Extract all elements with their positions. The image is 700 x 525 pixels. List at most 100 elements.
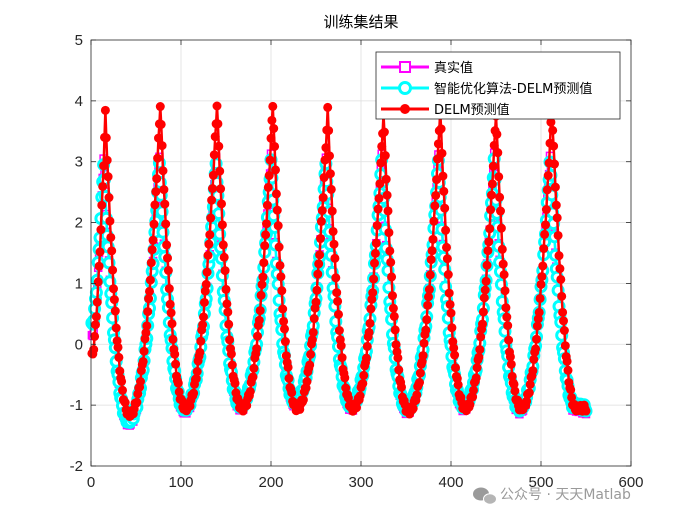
data-point: [189, 388, 199, 398]
data-point: [358, 379, 368, 389]
data-point: [541, 220, 550, 230]
data-point: [106, 232, 116, 242]
data-point: [278, 304, 288, 314]
data-point: [424, 292, 433, 302]
data-point: [204, 239, 214, 249]
data-point: [202, 267, 212, 277]
data-point: [476, 332, 486, 342]
data-point: [483, 246, 493, 256]
data-point: [259, 258, 269, 268]
data-point: [315, 250, 325, 260]
data-point: [165, 299, 175, 309]
data-point: [558, 307, 568, 317]
data-point: [500, 286, 510, 296]
data-point: [524, 388, 534, 398]
y-tick-label: 1: [75, 275, 83, 292]
data-point: [362, 341, 372, 351]
data-point: [532, 334, 541, 344]
data-point: [260, 241, 270, 251]
data-point: [497, 244, 507, 254]
data-point: [163, 253, 172, 263]
data-point: [171, 359, 181, 369]
data-point: [272, 205, 282, 215]
data-point: [390, 325, 400, 335]
data-point: [548, 125, 558, 135]
data-point: [230, 378, 240, 388]
data-point: [489, 140, 499, 150]
data-point: [215, 166, 225, 176]
data-point: [104, 193, 114, 203]
data-point: [224, 319, 234, 329]
wechat-icon: [473, 487, 497, 505]
data-point: [393, 353, 403, 363]
data-point: [267, 115, 277, 125]
data-point: [117, 376, 127, 386]
data-point: [415, 368, 425, 378]
data-point: [365, 318, 375, 328]
data-point: [373, 204, 383, 214]
data-point: [111, 323, 121, 333]
data-point: [94, 261, 104, 271]
data-point: [481, 276, 491, 286]
data-point: [314, 259, 324, 269]
data-point: [388, 303, 398, 313]
data-point: [423, 300, 433, 310]
data-point: [541, 205, 551, 215]
data-point: [510, 386, 520, 396]
data-point: [145, 286, 154, 296]
data-point: [560, 341, 570, 351]
legend-label: 真实值: [434, 60, 473, 76]
data-point: [277, 286, 287, 296]
data-point: [368, 288, 378, 298]
data-point: [374, 193, 384, 203]
data-point: [146, 258, 156, 268]
data-point: [486, 205, 496, 215]
data-point: [366, 304, 376, 314]
legend-marker: [400, 104, 410, 114]
data-point: [539, 244, 549, 254]
data-point: [562, 356, 572, 366]
data-point: [209, 150, 219, 160]
data-point: [372, 221, 382, 231]
data-point: [553, 230, 563, 240]
data-point: [555, 264, 565, 274]
data-point: [559, 316, 568, 326]
x-tick-label: 0: [87, 474, 95, 491]
data-point: [325, 169, 335, 179]
data-point: [439, 186, 449, 196]
data-point: [329, 239, 339, 249]
watermark-text: 公众号 · 天天Matlab: [500, 487, 631, 503]
data-point: [160, 199, 170, 209]
data-point: [280, 324, 289, 334]
data-point: [495, 192, 505, 202]
data-point: [226, 349, 236, 359]
data-point: [421, 325, 431, 335]
data-point: [324, 126, 334, 136]
data-point: [506, 359, 516, 369]
data-point: [95, 247, 105, 257]
data-point: [90, 331, 100, 341]
data-point: [203, 250, 213, 260]
data-point: [305, 360, 315, 370]
data-point: [298, 395, 308, 405]
data-point: [540, 229, 550, 239]
data-point: [284, 373, 294, 383]
data-point: [219, 252, 229, 262]
data-point: [268, 101, 278, 111]
data-point: [566, 385, 576, 395]
data-point: [307, 335, 317, 345]
data-point: [504, 335, 514, 345]
data-point: [107, 246, 117, 256]
data-point: [276, 272, 286, 282]
data-point: [168, 334, 178, 344]
series-2: [87, 101, 591, 422]
data-point: [386, 257, 396, 267]
data-point: [361, 353, 371, 363]
data-point: [444, 288, 454, 298]
data-point: [152, 174, 162, 184]
data-point: [359, 370, 369, 380]
data-point: [148, 235, 158, 245]
data-point: [245, 386, 255, 396]
legend-marker: [399, 61, 411, 73]
